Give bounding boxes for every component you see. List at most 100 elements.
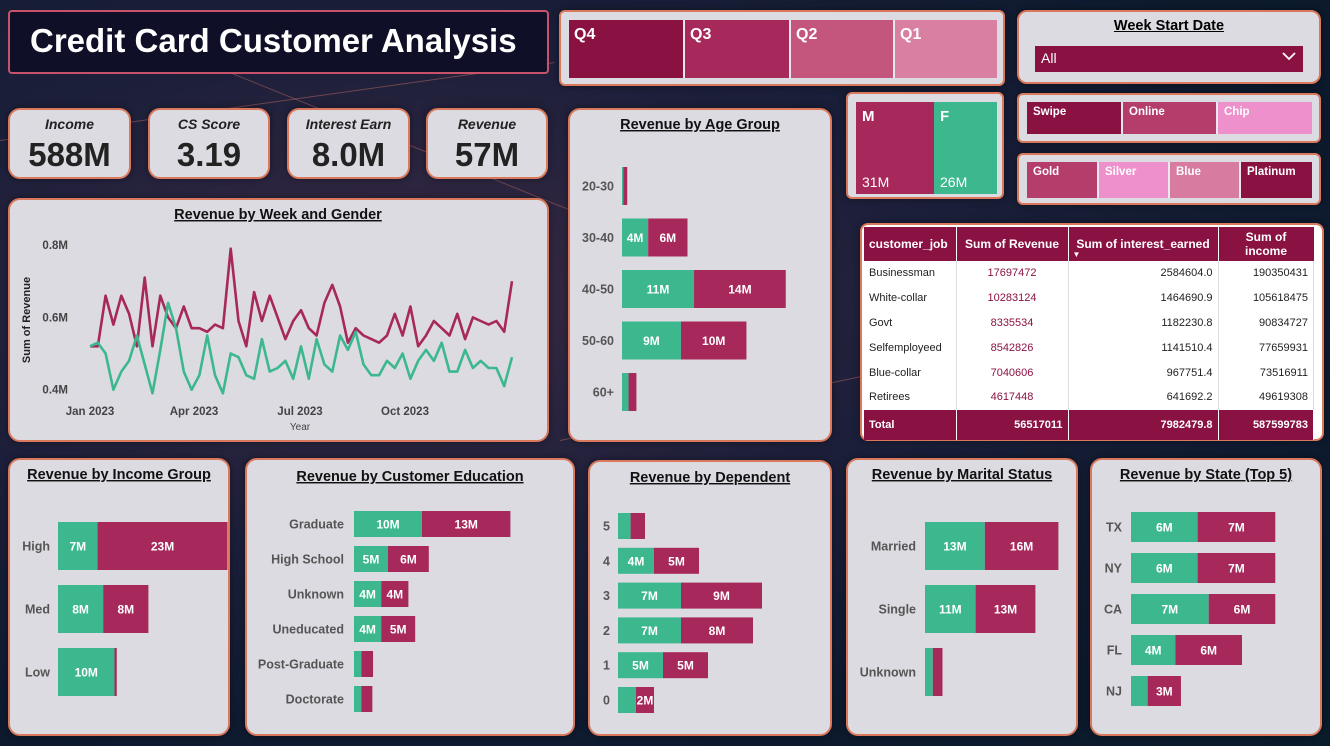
bar-female (618, 652, 663, 679)
card-category-gold[interactable]: Gold (1027, 162, 1099, 198)
category-label: 3 (603, 589, 610, 603)
gender-tile-value: 26M (940, 174, 968, 190)
table-cell: White-collar (864, 285, 957, 311)
kpi-label: CS Score (177, 116, 241, 132)
category-label: 0 (603, 694, 610, 708)
data-label: 10M (75, 666, 98, 680)
kpi-value: 3.19 (176, 136, 242, 173)
table-cell: 1182230.8 (1068, 310, 1219, 336)
card-type-slicer: Swipe Online Chip (1017, 93, 1321, 143)
bar-male (975, 585, 1036, 633)
quarter-tile-q1[interactable]: Q1 (895, 20, 997, 78)
bar-male (681, 617, 753, 644)
category-label: FL (1107, 644, 1123, 658)
gender-tile-label: M (862, 108, 875, 125)
column-header[interactable]: customer_job (864, 227, 957, 261)
card-category-silver[interactable]: Silver (1099, 162, 1170, 198)
data-label: 6M (1234, 603, 1251, 617)
card-category-blue[interactable]: Blue (1170, 162, 1241, 198)
kpi-card-cs-score: CS Score 3.19 (148, 108, 270, 179)
quarter-tile-q3[interactable]: Q3 (685, 20, 791, 78)
gender-tile-m[interactable]: M 31M (856, 102, 934, 194)
data-label: 6M (660, 231, 677, 245)
data-label: 11M (647, 283, 670, 297)
data-label: 6M (1156, 521, 1173, 535)
chart-title: Revenue by Age Group (620, 117, 780, 133)
bar-male (381, 616, 416, 642)
week-dropdown[interactable]: All (1035, 46, 1303, 72)
category-label: 60+ (593, 386, 614, 400)
bar-female (925, 585, 976, 633)
table-row: Blue-collar 7040606 967751.4 73516911 (864, 360, 1314, 385)
table-cell: 641692.2 (1068, 384, 1219, 410)
table-cell: 73516911 (1218, 360, 1314, 385)
category-label: Unknown (860, 666, 916, 680)
card-category-platinum[interactable]: Platinum (1241, 162, 1312, 198)
bar-male (680, 321, 747, 360)
data-label: 9M (643, 334, 660, 348)
revenue-age-card: Revenue by Age Group 20-30 30-40 4M 6M 40-50 1… (568, 108, 832, 442)
bar-female (354, 651, 362, 677)
chart-title: Revenue by Income Group (27, 467, 211, 483)
card-type-chip[interactable]: Chip (1218, 102, 1312, 134)
page-title: Credit Card Customer Analysis (30, 22, 517, 59)
category-label: High (22, 540, 50, 554)
data-label: 6M (400, 553, 417, 567)
category-label: High School (271, 553, 344, 567)
card-type-online[interactable]: Online (1123, 102, 1218, 134)
kpi-card-interest: Interest Earn 8.0M (287, 108, 410, 179)
chart-title: Revenue by Customer Education (296, 469, 523, 485)
column-header[interactable]: Sum of Revenue (956, 227, 1069, 261)
table-cell: 105618475 (1218, 285, 1314, 311)
data-label: 5M (668, 554, 685, 568)
data-label: 10M (376, 518, 399, 532)
series-line-female (89, 301, 514, 395)
category-label: 30-40 (582, 231, 614, 245)
category-label: 50-60 (582, 334, 614, 348)
chart-title: Revenue by Week and Gender (174, 207, 382, 223)
data-label: 7M (1228, 521, 1245, 535)
bar-male (114, 648, 117, 696)
category-label: Low (25, 666, 50, 680)
card-type-swipe[interactable]: Swipe (1027, 102, 1123, 134)
bar-male (1147, 676, 1181, 706)
bar-female (1131, 512, 1198, 542)
gender-tile-f[interactable]: F 26M (934, 102, 997, 194)
bar-male (932, 648, 943, 696)
bar-male (1208, 594, 1276, 624)
bar-male (984, 522, 1059, 570)
table-cell: 8335534 (956, 310, 1069, 336)
data-label: 8M (72, 603, 89, 617)
data-label: 4M (386, 588, 403, 602)
column-header-sorted[interactable]: Sum of interest_earned ▼ (1068, 227, 1219, 261)
data-label: 6M (1156, 562, 1173, 576)
category-label: 40-50 (582, 283, 614, 297)
table-cell: 1141510.4 (1068, 335, 1219, 361)
column-header[interactable]: Sum of income (1218, 227, 1314, 261)
table-cell: 7040606 (956, 360, 1069, 385)
x-tick-label: Apr 2023 (170, 406, 219, 418)
data-label: 5M (390, 623, 407, 637)
bar-female (1131, 676, 1148, 706)
data-label: 5M (632, 659, 649, 673)
table-cell: 1464690.9 (1068, 285, 1219, 311)
bar-male (97, 522, 228, 570)
data-label: 9M (713, 589, 730, 603)
quarter-tile-q2[interactable]: Q2 (791, 20, 895, 78)
bar-female (1131, 553, 1198, 583)
data-label: 13M (994, 603, 1017, 617)
bar-female (925, 648, 933, 696)
table-cell: 2584604.0 (1068, 261, 1219, 286)
bar-female (618, 513, 631, 539)
category-label: NY (1105, 562, 1123, 576)
revenue-education-card: Revenue by Customer Education Graduate 10M… (245, 458, 575, 736)
table-cell: Selfemployeed (864, 335, 957, 361)
bar-male (1175, 635, 1242, 665)
bar-female (354, 546, 388, 572)
chevron-down-icon (1281, 49, 1297, 66)
quarter-tile-q4[interactable]: Q4 (569, 20, 685, 78)
gender-tile-value: 31M (862, 174, 890, 190)
bar-female (1131, 635, 1176, 665)
bar-male (630, 513, 645, 539)
category-label: Graduate (289, 518, 344, 532)
